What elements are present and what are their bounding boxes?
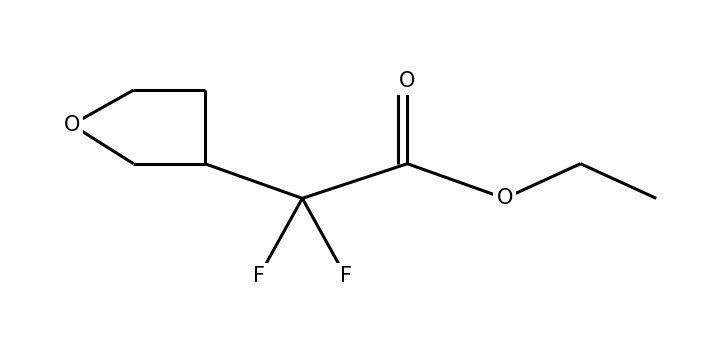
Text: O: O [63, 115, 80, 135]
Text: O: O [496, 188, 513, 208]
Text: O: O [399, 71, 416, 92]
Text: F: F [253, 266, 265, 286]
Text: F: F [339, 266, 352, 286]
